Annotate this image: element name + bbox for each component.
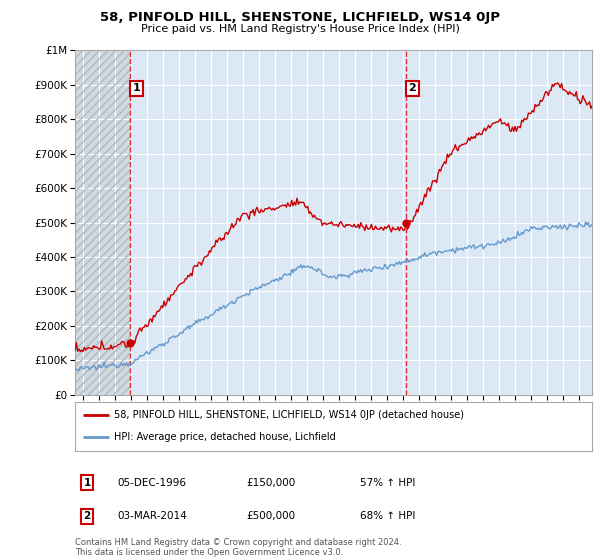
Text: £150,000: £150,000 (246, 478, 295, 488)
Text: Contains HM Land Registry data © Crown copyright and database right 2024.
This d: Contains HM Land Registry data © Crown c… (75, 538, 401, 557)
Text: 03-MAR-2014: 03-MAR-2014 (117, 511, 187, 521)
Text: HPI: Average price, detached house, Lichfield: HPI: Average price, detached house, Lich… (114, 432, 335, 442)
Text: 05-DEC-1996: 05-DEC-1996 (117, 478, 186, 488)
Text: 58, PINFOLD HILL, SHENSTONE, LICHFIELD, WS14 0JP: 58, PINFOLD HILL, SHENSTONE, LICHFIELD, … (100, 11, 500, 24)
Bar (75, 50, 130, 395)
Text: Price paid vs. HM Land Registry's House Price Index (HPI): Price paid vs. HM Land Registry's House … (140, 24, 460, 34)
Text: £500,000: £500,000 (246, 511, 295, 521)
Text: 1: 1 (83, 478, 91, 488)
Text: 1: 1 (132, 83, 140, 94)
Bar (75, 50, 130, 395)
Text: 68% ↑ HPI: 68% ↑ HPI (360, 511, 415, 521)
Text: 57% ↑ HPI: 57% ↑ HPI (360, 478, 415, 488)
Text: 2: 2 (83, 511, 91, 521)
Text: 58, PINFOLD HILL, SHENSTONE, LICHFIELD, WS14 0JP (detached house): 58, PINFOLD HILL, SHENSTONE, LICHFIELD, … (114, 410, 464, 420)
Text: 2: 2 (409, 83, 416, 94)
